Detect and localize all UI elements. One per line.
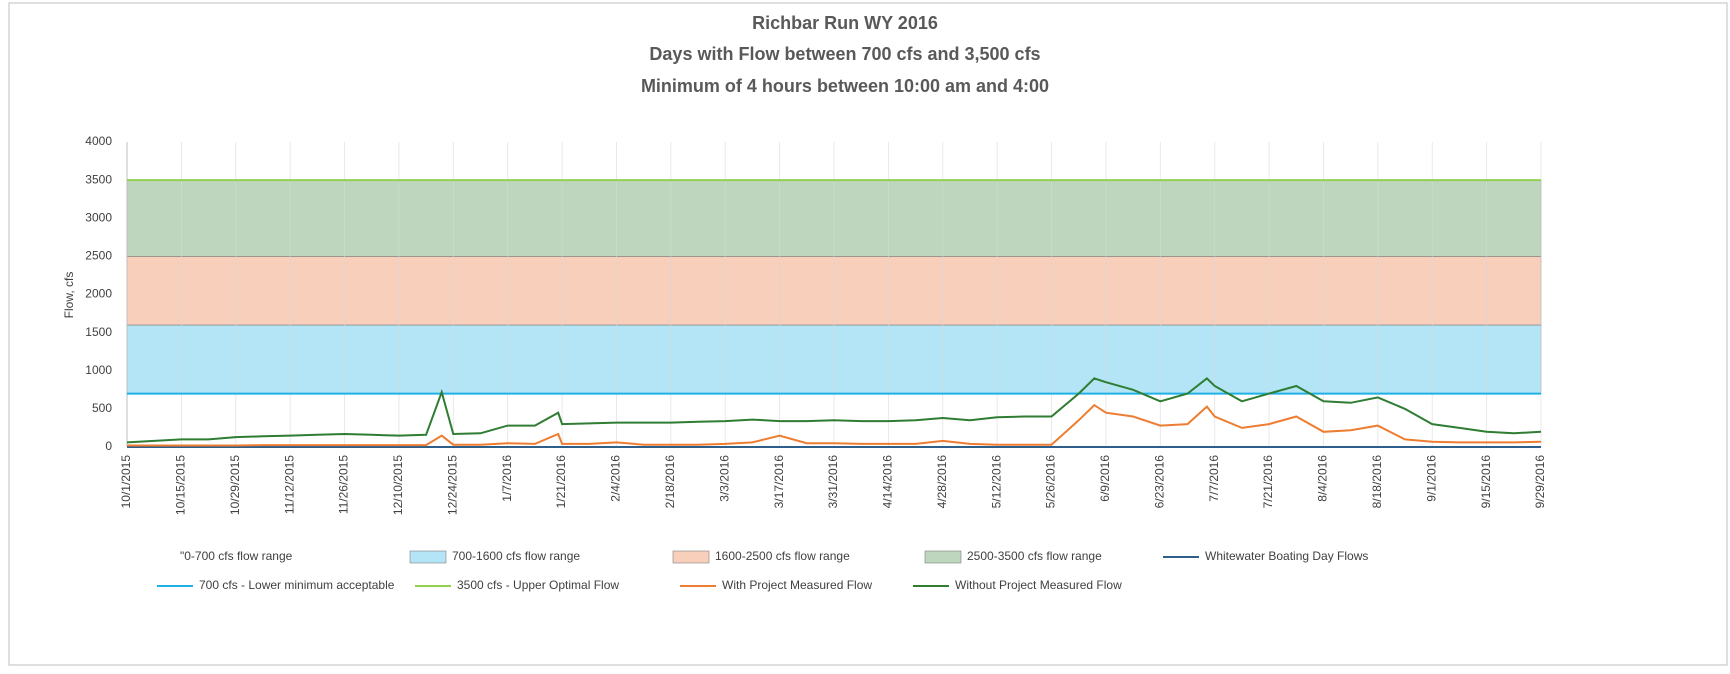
x-tick-label: 3/31/2016 <box>826 455 840 509</box>
x-tick-label: 9/15/2016 <box>1479 455 1493 509</box>
x-tick-label: 1/21/2016 <box>554 455 568 509</box>
x-tick-label: 5/26/2016 <box>1044 455 1058 509</box>
x-tick-label: 10/29/2015 <box>228 455 242 515</box>
chart-subtitle: Days with Flow between 700 cfs and 3,500… <box>649 44 1040 64</box>
x-tick-label: 10/15/2015 <box>174 455 188 515</box>
x-tick-label: 12/24/2015 <box>445 455 459 515</box>
x-tick-label: 6/9/2016 <box>1098 455 1112 502</box>
y-tick-label: 0 <box>105 439 112 453</box>
legend-swatch <box>409 550 447 564</box>
y-tick-label: 2000 <box>85 287 112 301</box>
flow-line <box>126 377 1542 444</box>
legend-swatch <box>672 550 710 564</box>
legend-label: Without Project Measured Flow <box>955 578 1122 592</box>
y-axis-label: Flow, cfs <box>62 272 76 319</box>
x-tick-label: 11/12/2015 <box>282 455 296 514</box>
legend-label: 2500-3500 cfs flow range <box>967 549 1102 563</box>
legend-label: Whitewater Boating Day Flows <box>1205 549 1368 563</box>
y-tick-label: 3500 <box>85 172 112 186</box>
legend-label: With Project Measured Flow <box>722 578 872 592</box>
x-tick-label: 6/23/2016 <box>1152 455 1166 509</box>
y-tick-label: 1000 <box>85 363 112 377</box>
y-tick-label: 500 <box>92 401 112 415</box>
x-tick-label: 12/10/2015 <box>391 455 405 515</box>
x-tick-label: 3/17/2016 <box>772 455 786 509</box>
legend-label: 3500 cfs - Upper Optimal Flow <box>457 578 619 592</box>
x-tick-label: 9/29/2016 <box>1533 455 1547 509</box>
x-tick-label: 4/14/2016 <box>881 455 895 509</box>
x-tick-label: 9/1/2016 <box>1424 455 1438 502</box>
x-tick-label: 4/28/2016 <box>935 455 949 509</box>
x-tick-label: 5/12/2016 <box>989 455 1003 509</box>
y-tick-label: 3000 <box>85 210 112 224</box>
x-tick-label: 10/1/2015 <box>119 455 133 509</box>
x-tick-label: 7/7/2016 <box>1207 455 1221 502</box>
chart-title: Richbar Run WY 2016 <box>752 13 938 33</box>
chart-subtitle: Minimum of 4 hours between 10:00 am and … <box>641 76 1049 96</box>
y-tick-label: 4000 <box>85 134 112 148</box>
x-tick-label: 7/21/2016 <box>1261 455 1275 509</box>
y-tick-label: 2500 <box>85 249 112 263</box>
x-tick-label: 11/26/2015 <box>337 455 351 514</box>
x-tick-label: 3/3/2016 <box>717 455 731 502</box>
legend-label: 1600-2500 cfs flow range <box>715 549 850 563</box>
x-tick-label: 2/4/2016 <box>609 455 623 502</box>
legend-label: "0-700 cfs flow range <box>180 549 293 563</box>
y-tick-label: 1500 <box>85 325 112 339</box>
flow-line <box>127 403 1542 447</box>
legend-label: 700-1600 cfs flow range <box>452 549 580 563</box>
legend-swatch <box>924 550 962 564</box>
legend-label: 700 cfs - Lower minimum acceptable <box>199 578 395 592</box>
x-tick-label: 8/18/2016 <box>1370 455 1384 509</box>
x-tick-label: 2/18/2016 <box>663 455 677 509</box>
x-tick-label: 8/4/2016 <box>1316 455 1330 502</box>
x-tick-label: 1/7/2016 <box>500 455 514 502</box>
